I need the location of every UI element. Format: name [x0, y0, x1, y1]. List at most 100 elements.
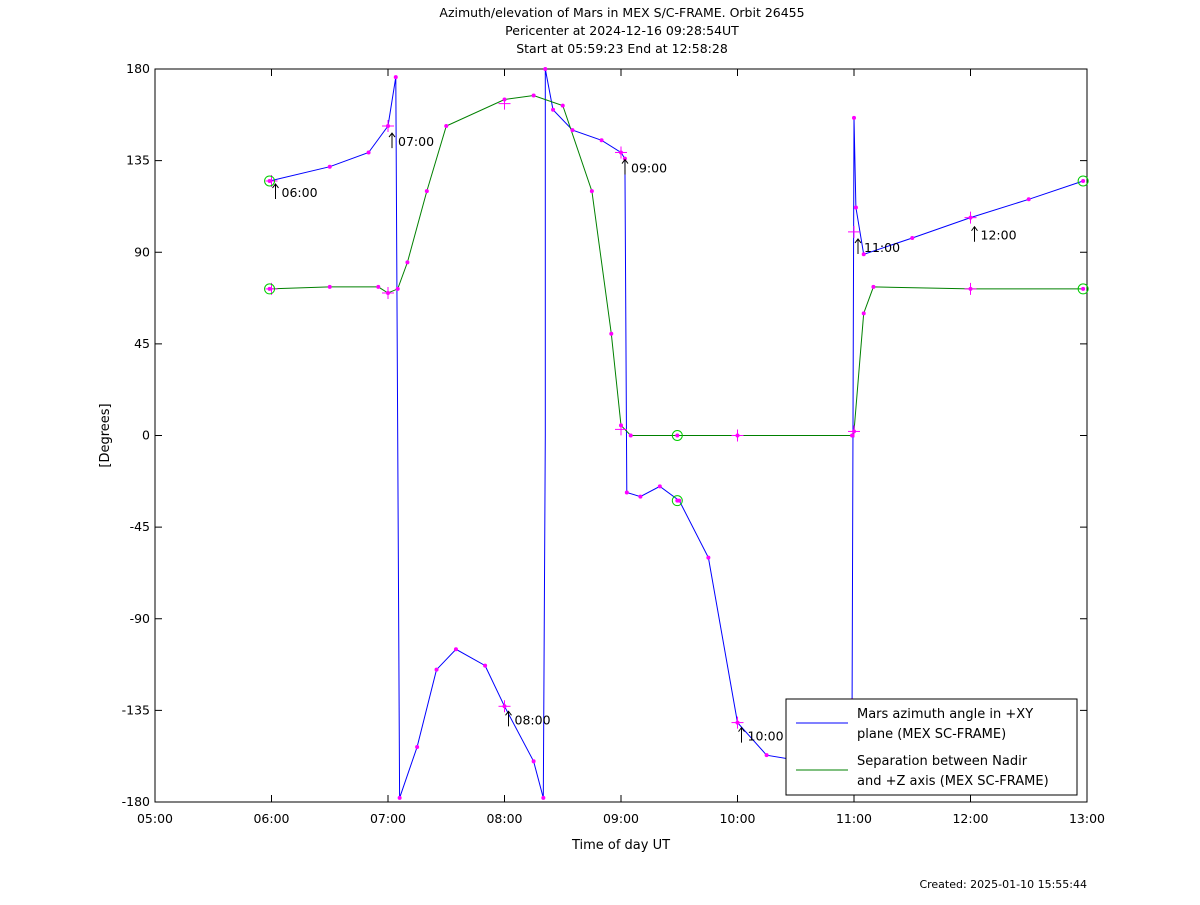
legend-label: Separation between Nadir — [857, 754, 1028, 769]
legend-box — [785, 698, 1078, 796]
event-circle — [671, 495, 683, 507]
series-line-1 — [269, 68, 1084, 799]
event-circle — [671, 430, 683, 441]
data-point — [434, 667, 439, 672]
data-point — [850, 433, 855, 438]
annotation-label: 06:00 — [282, 185, 318, 200]
legend: Mars azimuth angle in +XY plane (MEX SC-F… — [785, 698, 1078, 796]
x-tick-label: 11:00 — [836, 811, 872, 826]
data-point — [453, 647, 458, 652]
data-point — [861, 252, 866, 257]
data-point — [861, 311, 866, 316]
annotation-label: 11:00 — [864, 240, 900, 255]
event-dot — [267, 286, 272, 291]
event-dot — [1081, 286, 1086, 291]
data-point — [560, 103, 565, 108]
annotation-label: 09:00 — [631, 161, 667, 176]
data-point — [405, 260, 410, 265]
y-tick-label: -135 — [122, 702, 150, 717]
x-tick-label: 08:00 — [486, 811, 522, 826]
data-point — [657, 484, 662, 489]
annotation-arrowhead — [388, 132, 396, 138]
data-point — [589, 189, 594, 194]
x-tick-label: 12:00 — [952, 811, 988, 826]
title-line: Pericenter at 2024-12-16 09:28:54UT — [505, 23, 739, 38]
data-point — [393, 75, 398, 80]
title-line: Start at 05:59:23 End at 12:58:28 — [516, 41, 728, 56]
y-tick-label: 0 — [142, 428, 150, 443]
data-point — [397, 795, 402, 800]
data-point — [327, 164, 332, 169]
data-point — [609, 331, 614, 336]
legend-label: Mars azimuth angle in +XY — [857, 707, 1033, 722]
annotation-label: 07:00 — [398, 134, 434, 149]
annotation-label: 10:00 — [748, 729, 784, 744]
legend-label: and +Z axis (MEX SC-FRAME) — [857, 774, 1049, 789]
data-point — [638, 494, 643, 499]
data-point — [764, 753, 769, 758]
annotation-arrowhead — [272, 183, 279, 189]
data-point — [871, 284, 876, 289]
y-tick-label: 135 — [126, 153, 150, 168]
y-tick-label: 90 — [134, 244, 150, 259]
data-point — [570, 128, 575, 133]
data-point — [706, 555, 711, 560]
event-dot — [675, 433, 680, 438]
data-point — [543, 67, 548, 71]
data-point — [444, 124, 449, 129]
series-line-2 — [269, 94, 1084, 436]
legend-label: plane (MEX SC-FRAME) — [857, 727, 1006, 742]
created-timestamp: Created: 2025-01-10 15:55:44 — [919, 878, 1087, 891]
data-point — [541, 795, 546, 800]
axis-ticks: 05:00 06:00 07:00 08:00 09:00 10:00 11:00 12:00… — [122, 61, 1105, 826]
data-point — [622, 156, 627, 161]
data-point — [327, 284, 332, 289]
annotation-arrowhead — [854, 238, 862, 244]
y-tick-label: -90 — [130, 611, 150, 626]
x-axis-label: Time of day UT — [571, 838, 670, 853]
y-tick-label: -45 — [130, 519, 150, 534]
plot-area — [154, 68, 1088, 803]
event-circle — [1077, 175, 1089, 187]
x-tick-label: 07:00 — [370, 811, 406, 826]
data-point — [852, 115, 856, 120]
y-tick-label: -180 — [122, 794, 150, 809]
data-point — [395, 286, 400, 291]
chart-title: Azimuth/elevation of Mars in MEX S/C-FRA… — [439, 5, 804, 56]
annotation-arrowhead — [971, 225, 978, 232]
data-point — [628, 433, 633, 438]
data-point — [551, 107, 556, 112]
x-tick-label: 13:00 — [1069, 811, 1105, 826]
y-tick-label: 180 — [126, 61, 150, 76]
annotation-arrowhead — [505, 710, 512, 716]
event-circle — [1077, 283, 1089, 295]
data-point — [1026, 197, 1031, 202]
event-circle — [264, 175, 276, 187]
data-point — [415, 745, 420, 750]
event-circle — [264, 283, 276, 295]
data-point — [483, 663, 488, 668]
title-line: Azimuth/elevation of Mars in MEX S/C-FRA… — [439, 5, 804, 20]
annotation-label: 08:00 — [515, 712, 551, 727]
data-point — [424, 189, 429, 194]
event-dot — [675, 498, 680, 503]
x-tick-label: 10:00 — [719, 811, 755, 826]
y-axis-label: [Degrees] — [98, 403, 113, 467]
data-point — [599, 138, 604, 143]
data-point — [531, 93, 536, 98]
annotation-label: 12:00 — [981, 228, 1017, 243]
series-markers — [264, 67, 1089, 800]
data-point — [624, 490, 629, 495]
data-point — [910, 235, 915, 240]
x-tick-label: 05:00 — [137, 811, 173, 826]
data-point — [531, 759, 536, 764]
annotation-arrowhead — [738, 726, 745, 732]
y-tick-label: 45 — [134, 336, 150, 351]
event-dot — [1081, 178, 1086, 183]
data-point — [376, 284, 381, 289]
series-lines — [269, 68, 1084, 799]
x-tick-label: 09:00 — [603, 811, 639, 826]
data-point — [853, 205, 858, 210]
hour-annotations: 06:00 07:00 08:00 09:00 10:00 11:00 12:00 — [272, 132, 1017, 744]
